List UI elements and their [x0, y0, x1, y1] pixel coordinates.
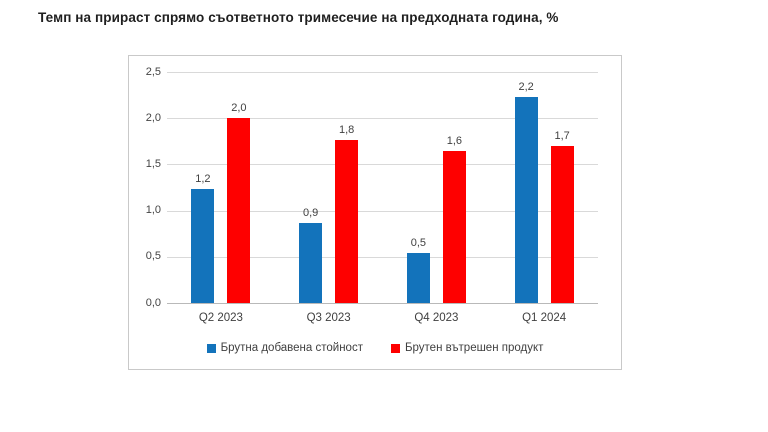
bar-value-label: 0,5: [410, 237, 427, 250]
bar-value-label: 2,2: [518, 80, 534, 93]
y-axis-tick-label: 0,0: [145, 296, 161, 309]
bar-value-label: 1,7: [554, 129, 570, 142]
bar-gdp-q4-2023: [442, 151, 466, 303]
bar-gva-q4-2023: [406, 253, 430, 303]
legend: Брутна добавена стойност Брутен вътрешен …: [129, 342, 621, 354]
x-axis-line: [167, 303, 598, 304]
x-axis-category-label: Q2 2023: [198, 312, 243, 324]
gridline: [167, 118, 598, 120]
gridline: [167, 72, 598, 73]
bar-gva-q3-2023: [299, 222, 323, 303]
y-axis-tick-label: 2,5: [145, 65, 161, 78]
y-axis-tick-label: 1,5: [145, 157, 161, 170]
gridline: [167, 210, 598, 212]
bar-gdp-q1-2024: [550, 145, 574, 303]
bar-value-label: 2,0: [231, 102, 247, 115]
x-axis-category-label: Q3 2023: [306, 312, 351, 324]
y-axis-tick-label: 2,0: [145, 111, 161, 124]
legend-label: Брутна добавена стойност: [220, 342, 363, 354]
bar-gdp-q2-2023: [227, 118, 251, 303]
chart-frame: 0,0 0,5 1,0 1,5 2,0 2,5 Q2 2023 1,2 2,0 Q3 2023 0,…: [128, 55, 622, 370]
x-axis-category-label: Q4 2023: [414, 312, 459, 324]
legend-label: Брутен вътрешен продукт: [404, 342, 544, 354]
chart-title: Темп на прираст спрямо съответното триме…: [38, 10, 559, 25]
legend-swatch-icon: [390, 343, 400, 353]
plot-area: 0,0 0,5 1,0 1,5 2,0 2,5 Q2 2023 1,2 2,0 Q3 2023 0,…: [146, 66, 598, 324]
bar-gdp-q3-2023: [335, 140, 359, 303]
gridline: [167, 164, 598, 166]
bar-value-label: 1,2: [195, 173, 211, 186]
x-axis-category-label: Q1 2024: [522, 312, 567, 324]
legend-item-gdp: Брутен вътрешен продукт: [390, 342, 544, 354]
legend-item-gva: Брутна добавена стойност: [206, 342, 363, 354]
bar-value-label: 0,9: [302, 206, 319, 219]
bar-value-label: 1,6: [446, 135, 463, 148]
bar-gva-q2-2023: [191, 189, 215, 303]
y-axis-tick-label: 1,0: [145, 204, 161, 217]
bar-gva-q1-2024: [514, 96, 538, 303]
bar-value-label: 1,8: [338, 124, 355, 137]
y-axis-tick-label: 0,5: [145, 250, 161, 263]
gridline: [167, 256, 598, 258]
legend-swatch-icon: [206, 343, 216, 353]
